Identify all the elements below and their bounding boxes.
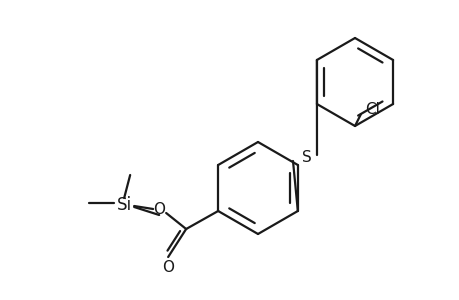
Text: O: O xyxy=(162,260,174,274)
Text: Si: Si xyxy=(116,196,131,214)
Text: O: O xyxy=(153,202,165,217)
Text: Cl: Cl xyxy=(364,103,379,118)
Text: S: S xyxy=(302,151,311,166)
